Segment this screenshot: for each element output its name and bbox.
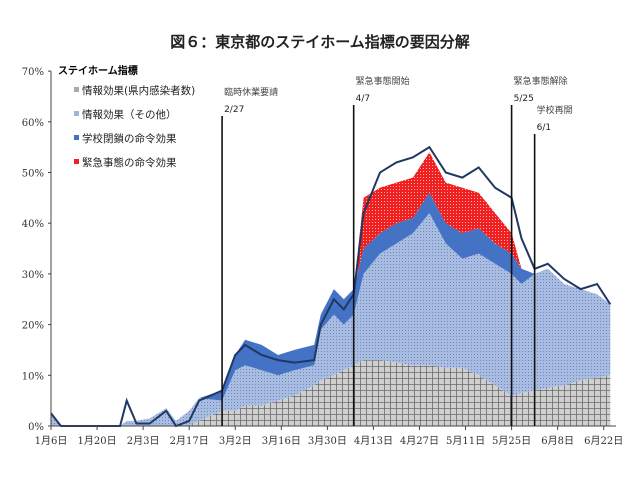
legend-label: 緊急事態の命令効果 <box>82 156 177 169</box>
legend-label: 情報効果（その他） <box>82 108 177 121</box>
y-tick-label: 0% <box>28 422 44 433</box>
area-info-other <box>51 213 611 426</box>
event-label: 臨時休業要請 <box>224 86 278 98</box>
legend-label: 学校閉鎖の命令効果 <box>82 132 177 145</box>
x-tick-label: 3月30日 <box>308 435 347 447</box>
area-info-infected <box>51 360 611 426</box>
event-date: 2/27 <box>224 105 244 115</box>
y-tick-label: 50% <box>22 169 44 180</box>
y-tick-label: 60% <box>22 118 44 129</box>
event-label: 緊急事態開始 <box>356 75 410 87</box>
area-emergency <box>51 152 611 426</box>
x-tick-label: 4月13日 <box>354 435 393 447</box>
x-tick-label: 6月8日 <box>541 435 574 447</box>
event-label: 緊急事態解除 <box>514 75 568 87</box>
x-tick-label: 2月17日 <box>170 435 209 447</box>
y-tick-label: 30% <box>22 270 44 281</box>
legend-swatch <box>74 87 79 92</box>
legend-title: ステイホーム指標 <box>58 64 138 77</box>
event-date: 4/7 <box>356 94 370 104</box>
event-date: 5/25 <box>514 94 534 104</box>
legend-label: 情報効果(県内感染者数) <box>82 84 195 97</box>
x-tick-label: 3月16日 <box>262 435 301 447</box>
legend-swatch <box>74 111 79 116</box>
total-line <box>50 145 612 428</box>
x-tick-label: 6月22日 <box>584 435 623 447</box>
x-tick-label: 4月27日 <box>400 435 439 447</box>
area-school-closure <box>51 192 611 426</box>
x-tick-label: 5月11日 <box>446 435 485 447</box>
event-label: 学校再開 <box>537 104 573 116</box>
x-tick-label: 1月6日 <box>35 435 68 447</box>
y-tick-label: 20% <box>22 321 44 332</box>
legend-swatch <box>74 135 79 140</box>
y-tick-label: 40% <box>22 219 44 230</box>
x-tick-label: 5月25日 <box>492 435 531 447</box>
y-tick-label: 10% <box>22 371 44 382</box>
x-tick-label: 1月20日 <box>78 435 117 447</box>
x-tick-label: 2月3日 <box>127 435 160 447</box>
chart-title: 図６：東京都のステイホーム指標の要因分解 <box>170 33 470 51</box>
x-tick-label: 3月2日 <box>219 435 252 447</box>
event-date: 6/1 <box>537 123 551 133</box>
legend-swatch <box>74 159 79 164</box>
y-tick-label: 70% <box>22 67 44 78</box>
